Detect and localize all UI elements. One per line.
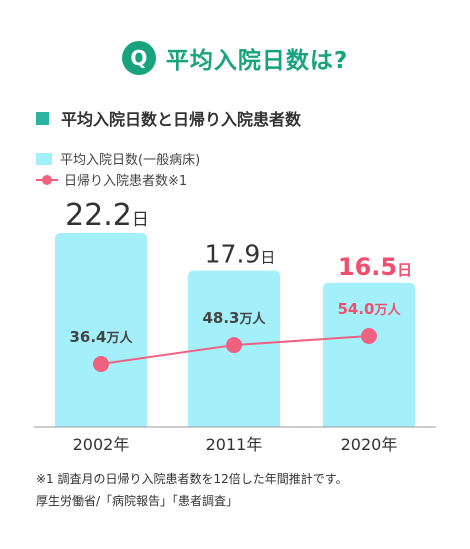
chart-title: 平均入院日数と日帰り入院患者数 <box>61 110 302 129</box>
chart-subheading: 平均入院日数と日帰り入院患者数 <box>36 106 301 130</box>
footnote-estimate: ※1 調査月の日帰り入院患者数を12倍した年間推計です。 <box>36 472 348 486</box>
square-bullet-icon <box>36 111 49 125</box>
x-tick-label-1: 2011年 <box>206 435 263 454</box>
bar-2 <box>323 282 415 427</box>
bar-swatch-icon <box>36 152 52 165</box>
x-tick-label-0: 2002年 <box>73 435 130 454</box>
x-tick-label-2: 2020年 <box>341 435 398 454</box>
legend-line-label: 日帰り入院患者数※1 <box>64 174 188 189</box>
chart-legend: 平均入院日数(一般病床) 日帰り入院患者数※1 <box>36 148 200 190</box>
legend-item-line: 日帰り入院患者数※1 <box>36 169 200 190</box>
page-title: 平均入院日数は? <box>165 48 349 74</box>
footnote-source: 厚生労働省/「病院報告」「患者調査」 <box>36 494 239 508</box>
line-value-label-0: 36.4万人 <box>69 328 133 346</box>
line-point-2 <box>361 328 377 344</box>
line-value-label-1: 48.3万人 <box>202 309 266 327</box>
bar-value-label-1: 17.9日 <box>205 240 276 269</box>
legend-item-bar: 平均入院日数(一般病床) <box>36 148 200 169</box>
line-point-0 <box>93 356 109 372</box>
page-title-row: Q 平均入院日数は? <box>0 38 470 78</box>
bar-value-label-0: 22.2日 <box>65 198 149 233</box>
line-swatch-icon <box>36 174 58 186</box>
legend-bar-label: 平均入院日数(一般病床) <box>60 153 201 168</box>
footnotes: ※1 調査月の日帰り入院患者数を12倍した年間推計です。 厚生労働省/「病院報告… <box>36 468 348 512</box>
bar-value-label-2: 16.5日 <box>338 253 412 281</box>
line-value-label-2: 54.0万人 <box>337 300 401 318</box>
line-point-1 <box>226 337 242 354</box>
q-badge: Q <box>121 41 156 75</box>
bar-0 <box>55 233 147 427</box>
